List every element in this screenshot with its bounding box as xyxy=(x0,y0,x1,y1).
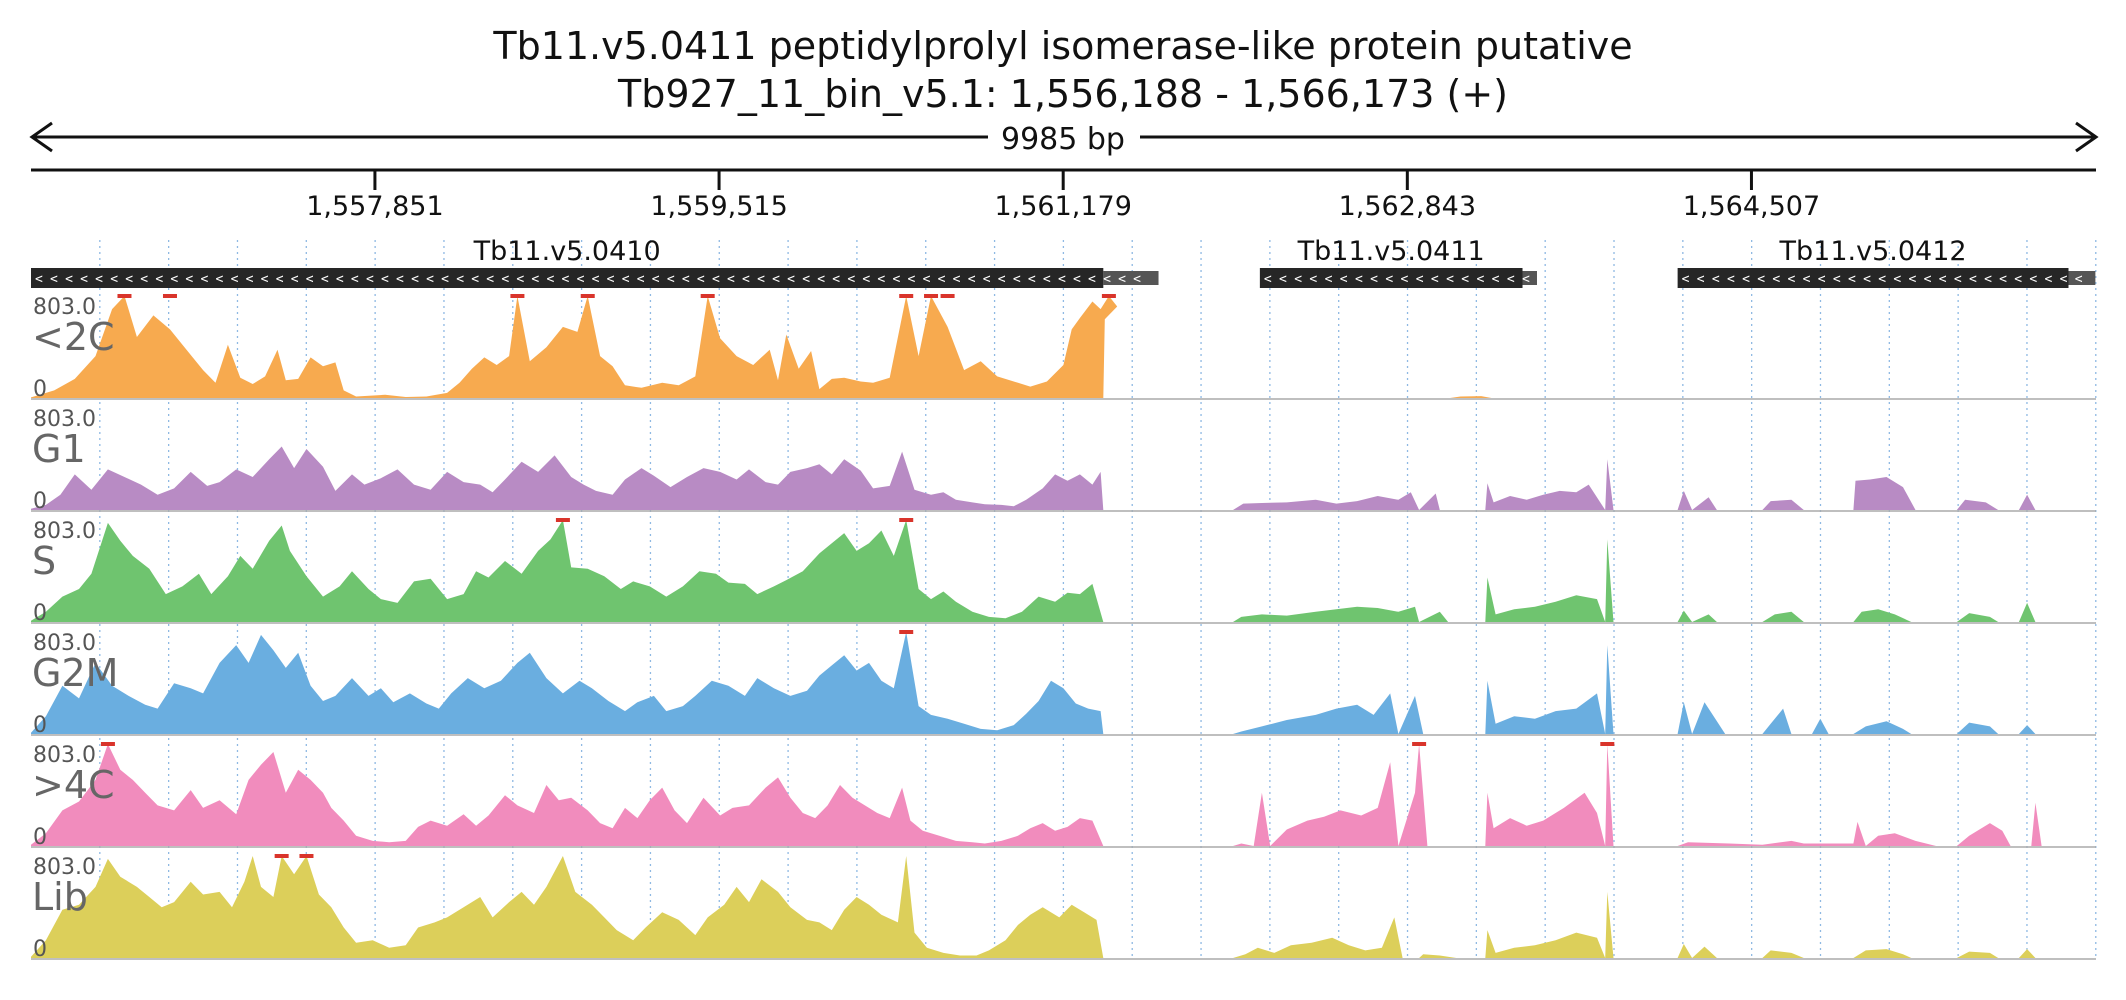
track-G1: 803.0 0 G1 xyxy=(31,407,2096,514)
clip-marker xyxy=(1101,294,1116,298)
track-label: Lib xyxy=(32,875,88,919)
y-max-label: 803.0 xyxy=(33,407,96,432)
span-indicator: 9985 bp xyxy=(29,121,2099,157)
track-label: G1 xyxy=(32,427,86,471)
track-4C: 803.0 0 >4C xyxy=(31,742,2096,850)
clip-marker xyxy=(555,518,570,522)
gene-Tb11.v5.0411[interactable]: <<<<<<<<<<<<<<<<<<Tb11.v5.0411 xyxy=(1259,236,1537,288)
clip-marker xyxy=(1412,742,1427,746)
gene-label: Tb11.v5.0412 xyxy=(1779,236,1967,267)
track-label: G2M xyxy=(32,651,118,695)
coverage-tracks: 803.00<2C803.00G1803.00S803.00G2M803.00>… xyxy=(31,294,2096,962)
track-<2C: 803.0 0 <2C xyxy=(31,294,2096,402)
gene-body xyxy=(1677,268,2069,288)
y-zero-label: 0 xyxy=(33,937,47,962)
coverage-area xyxy=(31,446,2096,510)
gene-Tb11.v5.0410[interactable]: <<<<<<<<<<<<<<<<<<<<<<<<<<<<<<<<<<<<<<<<… xyxy=(31,236,1159,288)
coverage-area xyxy=(31,856,2096,958)
coverage-area xyxy=(31,296,2096,398)
clip-marker xyxy=(100,742,115,746)
ruler-tick-label: 1,561,179 xyxy=(994,191,1131,222)
clip-marker xyxy=(299,854,314,858)
track-S: 803.0 0 S xyxy=(31,518,2096,626)
y-max-label: 803.0 xyxy=(33,631,96,656)
gene-label: Tb11.v5.0411 xyxy=(1297,236,1485,267)
track-label: <2C xyxy=(32,315,115,359)
gene-utr xyxy=(2068,271,2096,285)
clip-marker xyxy=(700,294,715,298)
y-zero-label: 0 xyxy=(33,825,47,850)
gene-utr xyxy=(1522,271,1537,285)
span-arrow-head-left xyxy=(29,121,53,153)
ruler-tick-label: 1,562,843 xyxy=(1339,191,1476,222)
ruler-tick-label: 1,559,515 xyxy=(650,191,787,222)
clip-marker xyxy=(899,294,914,298)
ruler-tick-label: 1,557,851 xyxy=(306,191,443,222)
figure-title-line1: Tb11.v5.0411 peptidylprolyl isomerase-li… xyxy=(492,24,1632,68)
y-max-label: 803.0 xyxy=(33,519,96,544)
gene-label: Tb11.v5.0410 xyxy=(473,236,661,267)
coverage-area xyxy=(31,632,2096,734)
figure-title-line2: Tb927_11_bin_v5.1: 1,556,188 - 1,566,173… xyxy=(617,72,1508,116)
clip-marker xyxy=(899,518,914,522)
y-zero-label: 0 xyxy=(33,601,47,626)
gene-utr xyxy=(1103,271,1159,285)
clip-marker xyxy=(1600,742,1615,746)
span-length-label: 9985 bp xyxy=(1001,122,1125,157)
track-label: S xyxy=(32,539,56,583)
coverage-area xyxy=(31,744,2096,846)
ruler-ticks: 1,557,851 1,559,515 1,561,179 1,562,843 1,56… xyxy=(306,170,1820,222)
clip-marker xyxy=(117,294,132,298)
track-label: >4C xyxy=(32,763,115,807)
y-zero-label: 0 xyxy=(33,377,47,402)
gene-Tb11.v5.0412[interactable]: <<<<<<<<<<<<<<<<<<<<<<<<<<<Tb11.v5.0412 xyxy=(1677,236,2096,288)
track-G2M: 803.0 0 G2M xyxy=(31,630,2096,738)
gene-body xyxy=(31,268,1104,288)
clip-marker xyxy=(162,294,177,298)
gene-track: <<<<<<<<<<<<<<<<<<<<<<<<<<<<<<<<<<<<<<<<… xyxy=(31,236,2096,288)
y-zero-label: 0 xyxy=(33,713,47,738)
ruler-tick-label: 1,564,507 xyxy=(1683,191,1820,222)
clip-marker xyxy=(924,294,939,298)
y-max-label: 803.0 xyxy=(33,855,96,880)
clip-marker xyxy=(274,854,289,858)
clip-marker xyxy=(940,294,955,298)
coverage-area xyxy=(31,520,2096,622)
span-arrow-head-right xyxy=(2075,121,2099,153)
y-max-label: 803.0 xyxy=(33,743,96,768)
clip-marker xyxy=(580,294,595,298)
track-Lib: 803.0 0 Lib xyxy=(31,854,2096,962)
clip-marker xyxy=(899,630,914,634)
y-zero-label: 0 xyxy=(33,489,47,514)
clip-marker xyxy=(510,294,525,298)
y-max-label: 803.0 xyxy=(33,295,96,320)
gene-body xyxy=(1259,268,1523,288)
